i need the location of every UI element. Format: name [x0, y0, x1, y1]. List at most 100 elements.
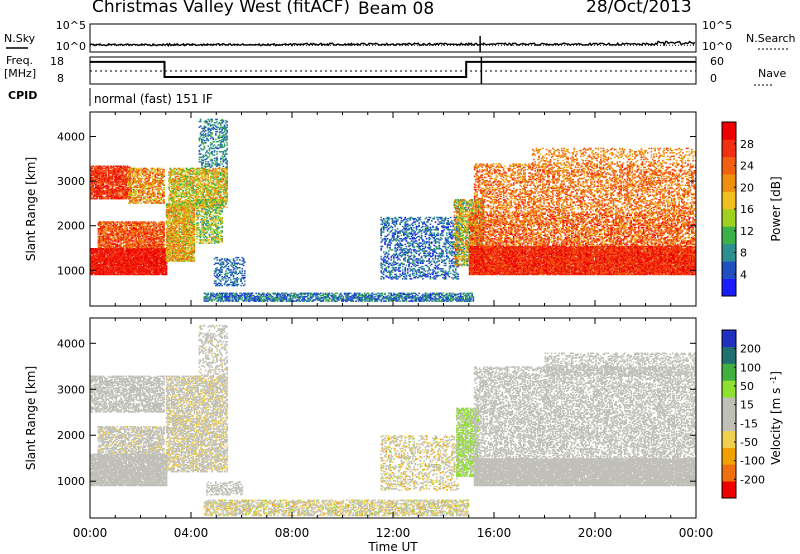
power-cell	[119, 269, 121, 271]
power-cell	[141, 260, 144, 262]
power-cell	[164, 265, 167, 268]
power-cell	[130, 243, 133, 246]
power-cell	[139, 256, 141, 259]
power-cell	[117, 259, 120, 261]
power-cell	[153, 254, 155, 257]
power-cell	[121, 263, 124, 266]
power-cell	[126, 265, 129, 268]
power-cell	[100, 233, 102, 236]
power-cell	[135, 248, 138, 250]
power-cell	[105, 230, 107, 232]
power-cell	[138, 258, 140, 260]
power-cell	[144, 260, 146, 262]
power-cell	[107, 243, 110, 246]
power-cell	[159, 252, 162, 255]
power-cell	[122, 273, 125, 276]
power-cell	[148, 235, 150, 238]
power-cell	[114, 261, 116, 263]
power-cell	[141, 242, 144, 244]
power-cell	[159, 233, 162, 236]
power-cell	[132, 232, 135, 234]
power-cell	[144, 245, 146, 248]
power-cell	[114, 258, 116, 260]
power-cell	[121, 222, 124, 224]
power-cell	[127, 234, 130, 237]
power-cell	[105, 250, 107, 252]
power-cell	[154, 273, 157, 276]
power-cell	[101, 265, 104, 268]
power-cell	[173, 206, 175, 209]
power-cell	[110, 273, 112, 276]
power-cell	[146, 261, 149, 263]
power-cell	[102, 244, 105, 247]
power-cell	[105, 272, 107, 275]
power-cell	[95, 260, 97, 262]
power-cell	[159, 230, 162, 232]
power-cell	[119, 231, 121, 233]
power-cell	[106, 228, 109, 230]
power-cell	[148, 273, 150, 276]
power-cell	[120, 269, 122, 271]
power-cell	[95, 273, 97, 276]
power-cell	[100, 269, 102, 271]
power-cell	[114, 242, 116, 244]
power-cell	[148, 252, 150, 255]
power-cell	[138, 269, 140, 271]
power-cell	[101, 240, 104, 242]
power-cell	[154, 245, 157, 248]
power-cell	[150, 245, 153, 248]
power-cell	[102, 239, 105, 241]
power-cell	[107, 230, 110, 232]
power-cell	[105, 267, 107, 269]
power-cell	[106, 236, 109, 239]
power-cell	[136, 260, 139, 262]
power-cell	[117, 234, 120, 237]
power-cell	[153, 250, 155, 252]
power-cell	[122, 231, 125, 233]
power-cell	[100, 229, 102, 231]
power-cell	[145, 270, 148, 272]
power-cell	[145, 255, 148, 258]
power-cell	[110, 262, 112, 265]
power-cell	[100, 252, 102, 255]
power-cell	[110, 233, 112, 236]
power-cell	[159, 250, 162, 252]
power-cell	[101, 244, 104, 247]
power-cell	[138, 241, 140, 243]
power-cell	[141, 255, 144, 258]
power-cell	[143, 267, 145, 269]
power-cell	[117, 270, 120, 272]
power-cell	[122, 260, 125, 262]
power-cell	[145, 232, 148, 234]
power-cell	[150, 262, 153, 265]
power-cell	[153, 226, 155, 229]
power-cell	[155, 268, 158, 270]
power-cell	[119, 267, 121, 269]
power-cell	[115, 254, 117, 257]
power-cell	[144, 229, 146, 231]
power-cell	[132, 251, 135, 253]
power-cell	[156, 259, 159, 261]
power-cell	[112, 224, 115, 227]
power-cell	[127, 262, 130, 265]
power-cell	[134, 263, 136, 266]
power-cell	[158, 259, 160, 261]
power-cell	[101, 236, 104, 239]
power-cell	[132, 260, 135, 262]
power-cell	[97, 248, 100, 250]
power-cell	[139, 272, 141, 275]
power-cell	[126, 258, 129, 260]
power-cell	[120, 242, 122, 244]
power-cell	[124, 239, 126, 241]
power-cell	[129, 252, 131, 255]
power-cell	[90, 251, 92, 253]
power-cell	[116, 234, 119, 237]
power-cell	[102, 224, 105, 227]
power-cell	[140, 240, 143, 242]
power-cell	[135, 265, 138, 268]
power-cell	[144, 272, 146, 275]
power-cell	[154, 225, 157, 228]
power-cell	[110, 269, 112, 271]
power-cell	[97, 243, 100, 246]
power-cell	[120, 254, 122, 257]
